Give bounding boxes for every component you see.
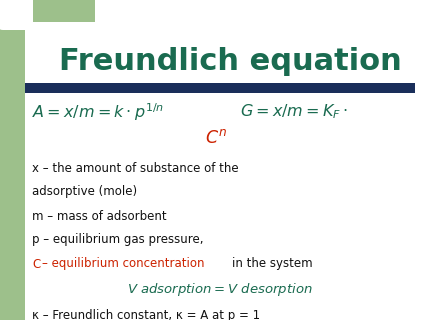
Text: Freundlich equation: Freundlich equation (58, 47, 400, 76)
Text: p – equilibrium gas pressure,: p – equilibrium gas pressure, (32, 234, 203, 246)
Bar (25, 83, 414, 93)
Text: $\mathit{V\ adsorption = V\ desorption}$: $\mathit{V\ adsorption = V\ desorption}$ (127, 282, 312, 299)
Text: m – mass of adsorbent: m – mass of adsorbent (32, 210, 166, 222)
Text: $\mathit{A = x/m = k \cdot p^{1/n}}$: $\mathit{A = x/m = k \cdot p^{1/n}}$ (32, 101, 164, 123)
Text: adsorptive (mole): adsorptive (mole) (32, 186, 137, 198)
Text: $\mathit{G = x/m = K_F \cdot}$: $\mathit{G = x/m = K_F \cdot}$ (239, 103, 347, 121)
Text: κ – Freundlich constant, κ = A at p = 1: κ – Freundlich constant, κ = A at p = 1 (32, 309, 259, 320)
Bar (0, 0, 95, 22)
Text: – equilibrium concentration: – equilibrium concentration (42, 258, 204, 270)
Text: $\mathit{C^n}$: $\mathit{C^n}$ (204, 129, 227, 147)
Text: C: C (32, 258, 40, 270)
Bar (0, 0, 25, 320)
Text: x – the amount of substance of the: x – the amount of substance of the (32, 162, 238, 174)
FancyBboxPatch shape (0, 0, 33, 30)
Text: in the system: in the system (231, 258, 312, 270)
